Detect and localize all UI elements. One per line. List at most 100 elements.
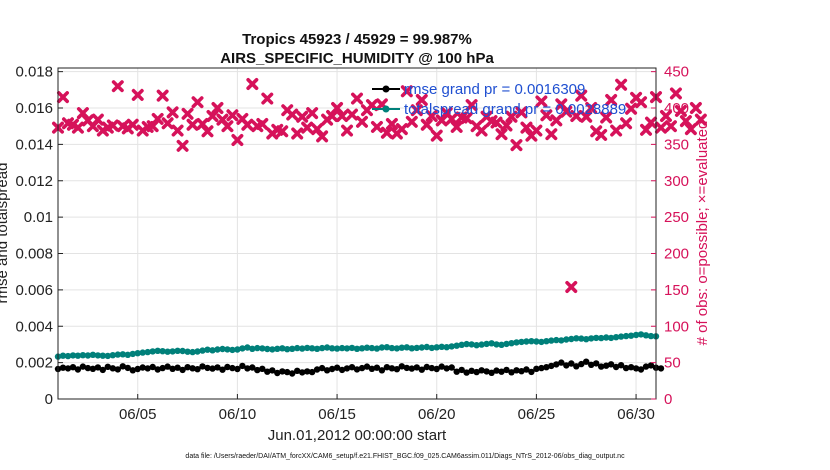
totalspread-point [647, 332, 655, 340]
data-file-footer: data file: /Users/raeder/DAI/ATM_forcXX/… [185, 453, 625, 460]
totalspread-point [99, 352, 107, 359]
rmse-point [622, 364, 630, 372]
obs-count-point [151, 112, 164, 125]
x-tick-label: 06/20 [418, 406, 456, 423]
rmse-point [578, 360, 585, 368]
legend-label-totalspread: totalspread grand pr = 0.0028889 [404, 101, 626, 118]
x-tick-label: 06/30 [617, 406, 655, 423]
rmse-point [279, 368, 286, 375]
y-tick-label: 0.004 [15, 318, 53, 335]
totalspread-point [74, 352, 82, 359]
obs-count-point [450, 120, 463, 133]
obs-count-point [684, 123, 697, 136]
rmse-point [353, 366, 361, 373]
rmse-point [508, 369, 515, 376]
rmse-point [607, 361, 615, 368]
rmse-point [129, 367, 136, 374]
obs-count-point [669, 87, 682, 100]
totalspread-point [239, 345, 246, 352]
y-axis-label-right: # of obs: o=possible; ×=evaluated [694, 121, 711, 346]
obs-count-point [186, 118, 199, 131]
obs-count-point [689, 102, 702, 115]
obs-count-point [575, 89, 588, 102]
y-tick-label: 0.01 [24, 209, 53, 226]
obs-count-point [201, 125, 214, 138]
rmse-point [214, 364, 221, 371]
rmse-point [109, 365, 117, 372]
totalspread-point [69, 352, 77, 359]
obs-count-point [331, 102, 344, 115]
rmse-point [558, 359, 565, 366]
rmse-point [259, 365, 266, 372]
totalspread-point [393, 345, 401, 352]
rmse-point [408, 365, 415, 372]
totalspread-point [368, 344, 376, 352]
rmse-point [209, 365, 216, 372]
obs-count-point [530, 124, 543, 137]
rmse-point [124, 364, 131, 372]
x-tick-label: 06/15 [318, 406, 356, 423]
rmse-point [169, 365, 176, 372]
totalspread-point [284, 346, 291, 353]
rmse-point [99, 366, 107, 374]
totalspread-point [259, 345, 266, 352]
obs-count-point [495, 128, 508, 141]
rmse-point [219, 366, 226, 373]
rmse-point [289, 370, 296, 377]
rmse-point [388, 365, 396, 372]
totalspread-point [269, 346, 276, 353]
obs-count-point [181, 107, 194, 120]
y-right-tick-label: 300 [664, 173, 689, 190]
rmse-point [254, 366, 261, 374]
obs-count-point [659, 110, 672, 123]
totalspread-point [423, 343, 430, 351]
rmse-point [338, 366, 346, 374]
totalspread-point [558, 337, 565, 344]
obs-count-point [400, 85, 413, 98]
obs-count-point [550, 114, 563, 127]
obs-count-point [420, 118, 433, 131]
totalspread-point [224, 346, 231, 353]
totalspread-point [299, 345, 306, 352]
y-tick-label: 0 [45, 391, 53, 408]
obs-count-point [515, 106, 528, 119]
obs-count-point [241, 118, 254, 131]
obs-count-point [510, 139, 523, 152]
obs-count-point [246, 78, 259, 91]
x-tick-label: 06/25 [518, 406, 556, 423]
totalspread-point [568, 335, 575, 343]
rmse-point [603, 362, 610, 369]
totalspread-point [209, 347, 216, 354]
obs-count-point [395, 123, 408, 136]
rmse-point [224, 363, 231, 371]
obs-count-point [56, 91, 69, 104]
totalspread-point [593, 334, 600, 342]
series-layer [52, 78, 707, 377]
obs-count-point [365, 99, 378, 112]
rmse-point [284, 368, 291, 376]
obs-count-point [425, 110, 438, 123]
rmse-point [269, 367, 276, 374]
obs-count-point [580, 110, 593, 123]
obs-count-point [664, 120, 677, 133]
rmse-point [294, 367, 301, 374]
totalspread-point [279, 345, 286, 352]
totalspread-point [488, 340, 495, 347]
obs-count-point [276, 125, 289, 138]
totalspread-point [333, 345, 341, 352]
obs-count-point [490, 116, 503, 129]
rmse-point [463, 369, 470, 376]
obs-count-point [615, 78, 628, 91]
y-axis-right: 0 50 100 150 200 250 300 350 400 450 [651, 64, 689, 408]
obs-count-point [605, 94, 618, 107]
rmse-point [428, 364, 435, 372]
totalspread-point [443, 344, 450, 351]
totalspread-point [428, 344, 435, 352]
rmse-point [174, 364, 181, 371]
totalspread-point [438, 343, 445, 350]
totalspread-point [289, 345, 296, 352]
rmse-point [239, 362, 246, 370]
rmse-point [498, 368, 505, 375]
totalspread-point [448, 343, 455, 350]
